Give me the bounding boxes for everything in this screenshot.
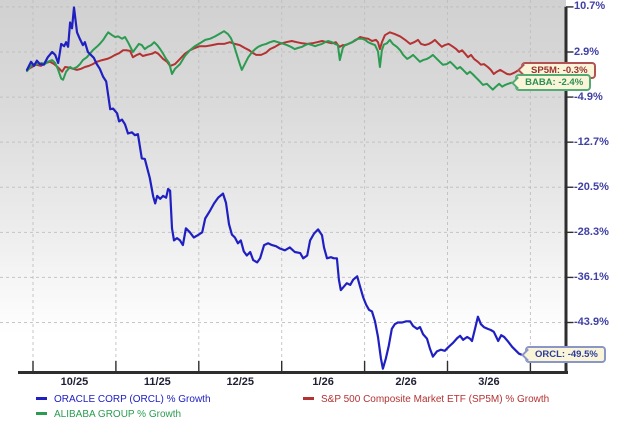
series-line-sp5m (26, 31, 519, 76)
y-axis-label: -20.5% (574, 180, 609, 193)
sp5m-legend-label: S&P 500 Composite Market ETF (SP5M) % Gr… (321, 394, 550, 405)
y-axis-label: -28.3% (574, 225, 609, 238)
series-line-baba (26, 30, 514, 91)
sp5m-legend-marker (303, 397, 314, 400)
baba-legend-label: ALIBABA GROUP % Growth (54, 409, 182, 420)
orcl-legend-marker (36, 397, 47, 400)
legend-item-baba: ALIBABA GROUP % Growth (36, 409, 181, 420)
orcl-legend-label: ORACLE CORP (ORCL) % Growth (54, 394, 211, 405)
x-axis-label: 11/25 (143, 376, 171, 388)
legend-item-sp5m: S&P 500 Composite Market ETF (SP5M) % Gr… (303, 394, 549, 405)
y-axis-label: 10.7% (574, 0, 606, 13)
baba-value-badge: BABA: -2.4% (515, 74, 592, 92)
x-axis-label: 10/25 (60, 376, 89, 388)
x-axis-label: 2/26 (395, 376, 417, 388)
series-line-orcl (25, 6, 524, 370)
y-axis-label: -36.1% (574, 270, 609, 283)
x-axis-label: 3/26 (478, 376, 500, 388)
y-axis-label: 2.9% (574, 45, 600, 58)
x-axis-label: 12/25 (226, 376, 255, 388)
x-axis-label: 1/26 (312, 376, 334, 388)
y-axis-label: -43.9% (574, 316, 609, 328)
y-axis-label: -4.9% (574, 90, 603, 103)
y-axis-label: -12.7% (574, 135, 609, 148)
baba-legend-marker (36, 412, 47, 415)
plot-area (0, 0, 566, 372)
orcl-value-badge: ORCL: -49.5% (525, 346, 606, 364)
legend-item-orcl: ORACLE CORP (ORCL) % Growth (36, 394, 211, 405)
